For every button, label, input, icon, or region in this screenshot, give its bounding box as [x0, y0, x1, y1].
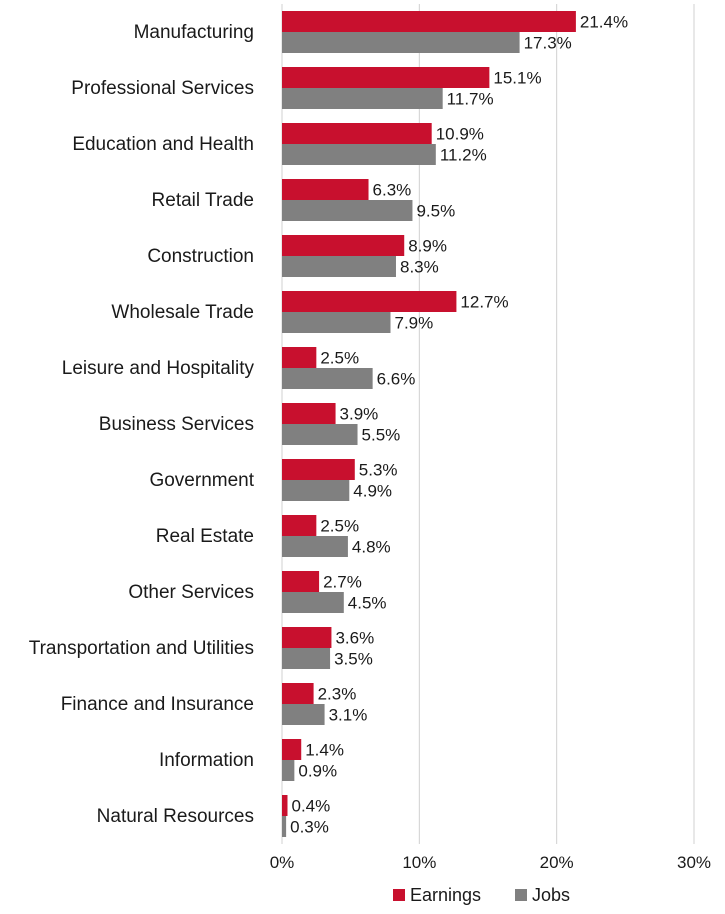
legend-label-earnings: Earnings — [410, 885, 481, 905]
x-axis-ticks: 0% 10% 20% 30% — [270, 853, 711, 872]
value-label-earnings-11: 3.6% — [335, 629, 374, 648]
value-label-jobs-1: 11.7% — [447, 90, 494, 109]
bar-jobs-9 — [282, 536, 348, 557]
value-labels: 21.4% 17.3% 15.1% 11.7% 10.9% 11.2% 6.3%9.5% 8.… — [290, 13, 628, 837]
bar-jobs-11 — [282, 648, 331, 669]
bars — [282, 11, 576, 837]
bar-earnings-1 — [282, 67, 490, 88]
value-label-jobs-14: 0.3% — [290, 818, 329, 837]
value-label-jobs-6: 6.6% — [377, 370, 416, 389]
bar-earnings-7 — [282, 403, 336, 424]
value-label-earnings-2: 10.9% — [436, 125, 484, 144]
value-label-earnings-7: 3.9% — [340, 405, 379, 424]
bar-jobs-8 — [282, 480, 350, 501]
bar-earnings-12 — [282, 683, 314, 704]
category-label-4: Construction — [147, 246, 254, 267]
value-label-earnings-12: 2.3% — [318, 685, 357, 704]
bar-earnings-4 — [282, 235, 405, 256]
value-label-earnings-14: 0.4% — [291, 797, 330, 816]
category-label-13: Information — [159, 750, 254, 771]
x-tick-label-0: 0% — [270, 853, 295, 872]
bar-jobs-0 — [282, 32, 520, 53]
value-label-earnings-8: 5.3% — [359, 461, 398, 480]
value-label-earnings-5: 12.7% — [460, 293, 508, 312]
category-label-7: Business Services — [99, 414, 254, 435]
category-label-10: Other Services — [128, 582, 254, 603]
value-label-jobs-11: 3.5% — [334, 650, 373, 669]
bar-jobs-10 — [282, 592, 344, 613]
category-label-2: Education and Health — [72, 134, 254, 155]
value-label-earnings-10: 2.7% — [323, 573, 362, 592]
category-label-9: Real Estate — [156, 526, 254, 547]
category-labels: Manufacturing Professional Services Educat… — [29, 22, 255, 827]
bar-earnings-0 — [282, 11, 576, 32]
value-label-earnings-1: 15.1% — [493, 69, 541, 88]
bar-earnings-8 — [282, 459, 355, 480]
value-label-jobs-8: 4.9% — [353, 482, 392, 501]
x-tick-label-3: 30% — [677, 853, 711, 872]
bar-earnings-2 — [282, 123, 432, 144]
bar-earnings-14 — [282, 795, 288, 816]
legend-label-jobs: Jobs — [532, 885, 570, 905]
bar-jobs-2 — [282, 144, 436, 165]
bar-jobs-6 — [282, 368, 373, 389]
x-tick-label-2: 20% — [540, 853, 574, 872]
legend: Earnings Jobs — [393, 885, 570, 905]
category-label-14: Natural Resources — [97, 806, 254, 827]
category-label-3: Retail Trade — [152, 190, 254, 211]
value-label-jobs-3: 9.5% — [416, 202, 455, 221]
value-label-jobs-7: 5.5% — [362, 426, 401, 445]
value-label-earnings-3: 6.3% — [373, 181, 412, 200]
category-label-1: Professional Services — [71, 78, 254, 99]
x-tick-label-1: 10% — [402, 853, 436, 872]
bar-jobs-3 — [282, 200, 413, 221]
value-label-earnings-9: 2.5% — [320, 517, 359, 536]
bar-jobs-7 — [282, 424, 358, 445]
category-label-5: Wholesale Trade — [111, 302, 254, 323]
bar-jobs-12 — [282, 704, 325, 725]
category-label-0: Manufacturing — [134, 22, 254, 43]
value-label-jobs-10: 4.5% — [348, 594, 387, 613]
value-label-earnings-4: 8.9% — [408, 237, 447, 256]
category-label-12: Finance and Insurance — [61, 694, 254, 715]
value-label-earnings-13: 1.4% — [305, 741, 344, 760]
bar-earnings-5 — [282, 291, 457, 312]
bar-earnings-10 — [282, 571, 320, 592]
category-label-11: Transportation and Utilities — [29, 638, 254, 659]
legend-swatch-earnings — [393, 889, 405, 901]
bar-jobs-1 — [282, 88, 443, 109]
value-label-jobs-5: 7.9% — [394, 314, 433, 333]
bar-earnings-13 — [282, 739, 302, 760]
bar-earnings-6 — [282, 347, 317, 368]
bar-jobs-14 — [282, 816, 287, 837]
bar-jobs-13 — [282, 760, 295, 781]
bar-earnings-11 — [282, 627, 332, 648]
bar-earnings-9 — [282, 515, 317, 536]
bar-jobs-4 — [282, 256, 396, 277]
category-label-6: Leisure and Hospitality — [62, 358, 255, 379]
bar-earnings-3 — [282, 179, 369, 200]
category-label-8: Government — [149, 470, 254, 491]
value-label-earnings-6: 2.5% — [320, 349, 359, 368]
bar-jobs-5 — [282, 312, 391, 333]
value-label-jobs-4: 8.3% — [400, 258, 439, 277]
value-label-jobs-0: 17.3% — [524, 34, 572, 53]
value-label-jobs-9: 4.8% — [352, 538, 391, 557]
legend-swatch-jobs — [515, 889, 527, 901]
value-label-jobs-13: 0.9% — [298, 762, 337, 781]
value-label-earnings-0: 21.4% — [580, 13, 628, 32]
value-label-jobs-12: 3.1% — [329, 706, 368, 725]
value-label-jobs-2: 11.2% — [440, 146, 487, 165]
